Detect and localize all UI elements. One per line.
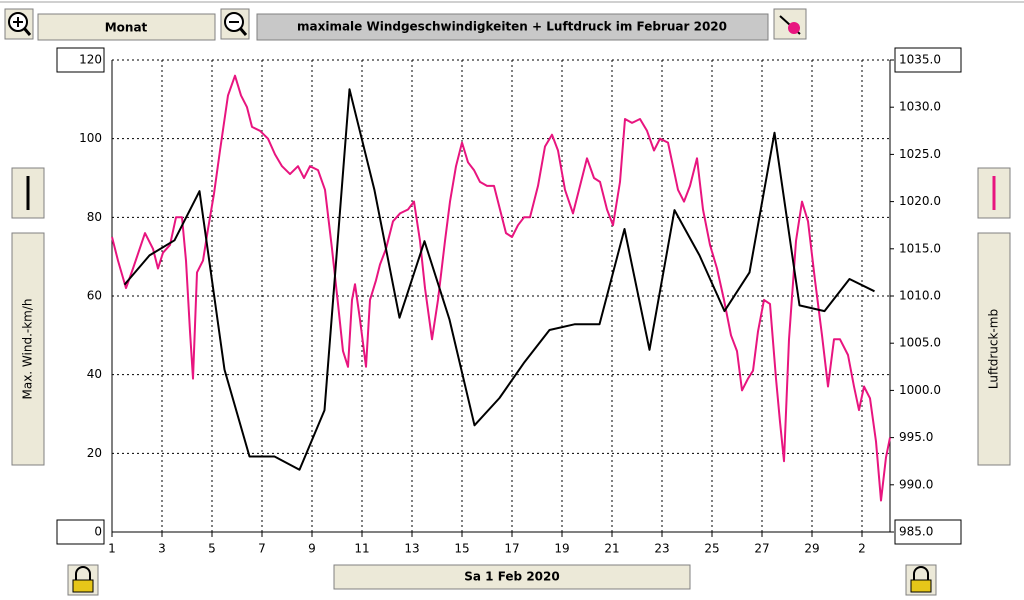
tick-box	[56, 519, 105, 545]
x-tick-label: 19	[554, 542, 569, 556]
y2-label-button[interactable]: Luftdruck-mb	[977, 232, 1011, 466]
y2-tick-label: 990.0	[899, 477, 933, 491]
x-tick-label: 1	[108, 542, 116, 556]
y2-tick-label: 1025.0	[899, 147, 941, 161]
x-tick-label: 13	[404, 542, 419, 556]
x-tick-label: 7	[258, 542, 266, 556]
y-tick-label: 40	[87, 367, 102, 381]
y-tick-label: 20	[87, 446, 102, 460]
y2-tick-label: 1020.0	[899, 194, 941, 208]
y2-tick-label: 1010.0	[899, 289, 941, 303]
x-tick-label: 9	[308, 542, 316, 556]
pressure-legend-button[interactable]	[977, 167, 1011, 219]
tick-box	[56, 47, 105, 73]
y2-tick-label: 1015.0	[899, 241, 941, 255]
y2-tick-label: 1000.0	[899, 383, 941, 397]
x-tick-label: 29	[804, 542, 819, 556]
series-line	[111, 74, 891, 502]
x-tick-label: 27	[754, 542, 769, 556]
x-tick-label: 15	[454, 542, 469, 556]
y-tick-label: 0	[94, 525, 102, 539]
x-tick-label: 11	[354, 542, 369, 556]
y2-tick-label: 1035.0	[899, 53, 941, 67]
tick-box	[894, 519, 962, 545]
series-line	[123, 88, 875, 471]
date-button[interactable]: Sa 1 Feb 2020	[333, 564, 691, 590]
y2-axis-label: Luftdruck-mb	[987, 309, 1001, 389]
y-tick-label: 100	[79, 131, 102, 145]
title-bar: maximale Windgeschwindigkeiten + Luftdru…	[256, 13, 769, 41]
x-tick-label: 23	[654, 542, 669, 556]
x-tick-label: 17	[504, 542, 519, 556]
x-tick-label: 25	[704, 542, 719, 556]
chart-title: maximale Windgeschwindigkeiten + Luftdru…	[297, 20, 727, 34]
y2-tick-label: 985.0	[899, 525, 933, 539]
y2-tick-label: 1030.0	[899, 100, 941, 114]
period-button[interactable]: Monat	[37, 13, 216, 41]
lock-right-button[interactable]	[905, 564, 937, 596]
y2-tick-label: 995.0	[899, 430, 933, 444]
y-tick-label: 60	[87, 289, 102, 303]
plot: 1 3 5 7 9 11 13 15 17 19 21 23 25 27 29 202040608010012…	[56, 47, 962, 556]
print-button[interactable]	[773, 8, 807, 40]
date-label: Sa 1 Feb 2020	[464, 570, 559, 584]
y-label-button[interactable]: Max. Wind.-km/h	[11, 232, 45, 466]
x-tick-label: 3	[158, 542, 166, 556]
x-tick-label: 2	[858, 542, 866, 556]
wind-legend-button[interactable]	[11, 167, 45, 219]
zoom-in-button[interactable]	[4, 8, 34, 40]
period-label: Monat	[105, 21, 148, 35]
y2-tick-label: 1005.0	[899, 336, 941, 350]
lock-left-button[interactable]	[67, 564, 99, 596]
y-axis-label: Max. Wind.-km/h	[21, 298, 35, 399]
zoom-out-button[interactable]	[220, 8, 250, 40]
x-tick-label: 21	[604, 542, 619, 556]
y-tick-label: 120	[79, 53, 102, 67]
y-tick-label: 80	[87, 210, 102, 224]
tick-box	[894, 47, 962, 73]
x-tick-label: 5	[208, 542, 216, 556]
